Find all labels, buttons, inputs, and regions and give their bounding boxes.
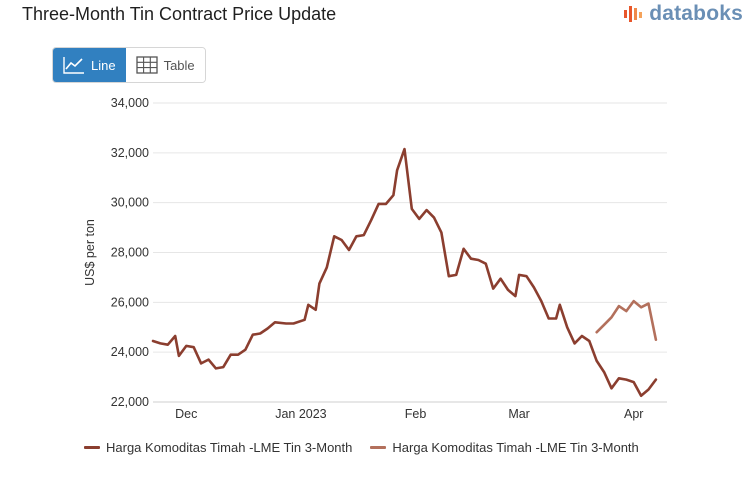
legend-swatch-series-1 [84,446,100,449]
y-tick-label: 28,000 [111,246,149,260]
y-tick-label: 34,000 [111,96,149,110]
table-grid-icon [135,56,158,74]
x-tick-label: Dec [175,407,197,421]
bar-logo-icon [623,3,645,25]
table-view-button[interactable]: Table [125,48,205,82]
y-axis-title: US$ per ton [83,219,97,286]
series-line-1 [151,147,658,398]
x-tick-label: Apr [624,407,643,421]
x-tick-label: Mar [508,407,530,421]
legend-label-series-2: Harga Komoditas Timah -LME Tin 3-Month [392,440,639,455]
line-chart-icon [63,56,85,74]
y-tick-label: 32,000 [111,146,149,160]
line-view-button[interactable]: Line [53,48,126,82]
table-view-label: Table [163,57,195,73]
legend-item-series-1[interactable]: Harga Komoditas Timah -LME Tin 3-Month [84,440,352,455]
brand-name: databoks [649,2,743,25]
y-tick-label: 22,000 [111,395,149,409]
x-tick-label: Feb [405,407,427,421]
x-tick-label: Jan 2023 [275,407,326,421]
line-view-label: Line [91,57,116,73]
series-line-2 [595,299,658,342]
chart-legend: Harga Komoditas Timah -LME Tin 3-Month H… [84,440,639,455]
chart-title: Three-Month Tin Contract Price Update [22,4,337,24]
legend-item-series-2[interactable]: Harga Komoditas Timah -LME Tin 3-Month [370,440,639,455]
y-tick-label: 30,000 [111,196,149,210]
legend-swatch-series-2 [370,446,387,449]
y-tick-label: 26,000 [111,295,149,309]
legend-label-series-1: Harga Komoditas Timah -LME Tin 3-Month [106,440,353,455]
y-tick-label: 24,000 [111,345,149,359]
databoks-logo: databoks [623,2,743,26]
view-toggle: Line Table [52,47,206,83]
